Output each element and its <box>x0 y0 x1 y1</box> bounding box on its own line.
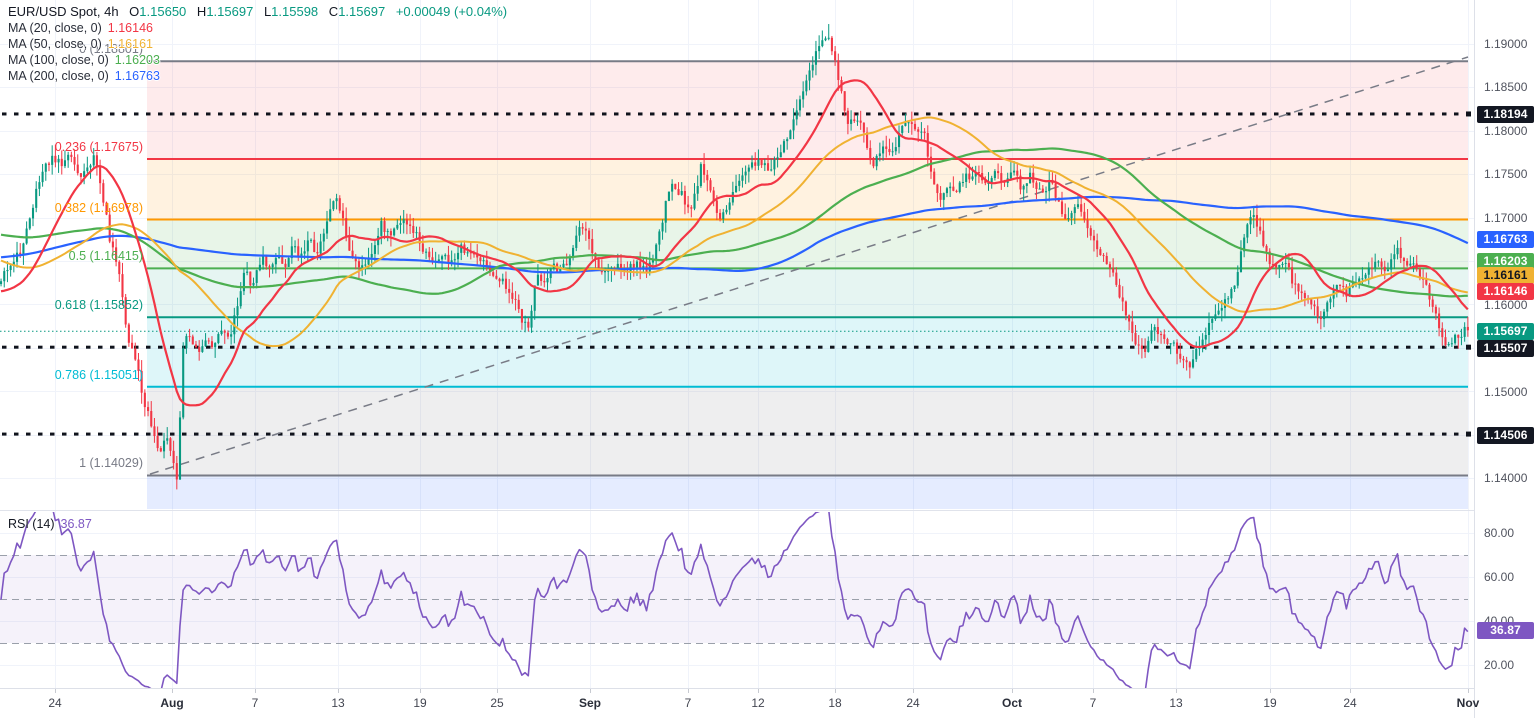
time-tick-mark <box>172 689 173 693</box>
price-badge: 1.18194 <box>1477 105 1534 123</box>
rsi-value: 36.87 <box>60 517 92 531</box>
rsi-legend-row[interactable]: RSI (14) 36.87 <box>8 517 92 531</box>
time-tick-mark <box>758 689 759 693</box>
ma200-label: MA (200, close, 0) <box>8 69 109 83</box>
symbol-title[interactable]: EUR/USD Spot, 4h <box>8 4 119 19</box>
time-tick-mark <box>1270 689 1271 693</box>
ma100-label: MA (100, close, 0) <box>8 53 109 67</box>
time-label: 25 <box>490 696 504 710</box>
axis-tick-label: 60.00 <box>1484 570 1515 584</box>
time-tick-mark <box>1176 689 1177 693</box>
axis-tick-label: 1.15000 <box>1484 385 1528 399</box>
time-tick-mark <box>420 689 421 693</box>
ma100-value: 1.16203 <box>114 53 160 67</box>
time-tick-mark <box>55 689 56 693</box>
high-value: 1.15697 <box>206 4 254 19</box>
price-axis[interactable]: 1.19000 1.18500 1.18000 1.17500 1.17000 1.160… <box>1474 0 1536 718</box>
price-badge: 1.15507 <box>1477 339 1534 357</box>
high-label: H <box>196 4 207 19</box>
time-tick-mark <box>1468 689 1469 693</box>
axis-tick-label: 20.00 <box>1484 658 1515 672</box>
price-badge: 1.14506 <box>1477 426 1534 444</box>
ma100-legend-row[interactable]: MA (100, close, 0) 1.16203 <box>8 52 507 68</box>
axis-tick-label: 1.17500 <box>1484 167 1528 181</box>
price-badge: 36.87 <box>1477 621 1534 639</box>
time-tick-mark <box>835 689 836 693</box>
price-badge: 1.15697 <box>1477 322 1534 340</box>
time-label: 7 <box>251 696 259 710</box>
change-value: +0.00049 (+0.04%) <box>395 4 508 19</box>
open-label: O <box>129 4 140 19</box>
time-label: 19 <box>413 696 427 710</box>
axis-tick-label: 1.17000 <box>1484 211 1528 225</box>
axis-tick-label: 1.14000 <box>1484 471 1528 485</box>
ma200-legend-row[interactable]: MA (200, close, 0) 1.16763 <box>8 68 507 84</box>
time-label: 19 <box>1263 696 1277 710</box>
rsi-label: RSI (14) <box>8 517 55 531</box>
close-value: 1.15697 <box>338 4 386 19</box>
time-label: Nov <box>1456 696 1480 710</box>
low-value: 1.15598 <box>271 4 319 19</box>
price-badge: 1.16763 <box>1477 230 1534 248</box>
axis-tick-label: 1.18500 <box>1484 80 1528 94</box>
low-label: L <box>263 4 272 19</box>
axis-tick-label: 1.18000 <box>1484 124 1528 138</box>
ma50-value: 1.16161 <box>107 37 153 51</box>
close-label: C <box>328 4 339 19</box>
time-tick-mark <box>1012 689 1013 693</box>
time-tick-mark <box>255 689 256 693</box>
time-label: Aug <box>160 696 184 710</box>
chart-legend: EUR/USD Spot, 4h O1.15650 H1.15697 L1.15… <box>8 4 507 84</box>
axis-tick-label: 1.16000 <box>1484 298 1528 312</box>
time-label: 13 <box>1169 696 1183 710</box>
axis-tick-label: 80.00 <box>1484 526 1515 540</box>
ma20-legend-row[interactable]: MA (20, close, 0) 1.16146 <box>8 20 507 36</box>
ma20-label: MA (20, close, 0) <box>8 21 102 35</box>
symbol-row: EUR/USD Spot, 4h O1.15650 H1.15697 L1.15… <box>8 4 507 20</box>
time-label: 13 <box>331 696 345 710</box>
time-label: 18 <box>828 696 842 710</box>
ma200-value: 1.16763 <box>114 69 160 83</box>
time-label: 24 <box>906 696 920 710</box>
ma50-legend-row[interactable]: MA (50, close, 0) 1.16161 <box>8 36 507 52</box>
time-axis[interactable]: 24 Aug 7 13 19 25 Sep 7 12 18 24 Oct 7 13 19 24 Nov <box>0 688 1479 718</box>
time-tick-mark <box>1350 689 1351 693</box>
time-label: Oct <box>1001 696 1023 710</box>
ma20-value: 1.16146 <box>107 21 153 35</box>
time-label: 12 <box>751 696 765 710</box>
ma50-label: MA (50, close, 0) <box>8 37 102 51</box>
time-tick-mark <box>338 689 339 693</box>
time-tick-mark <box>590 689 591 693</box>
open-value: 1.15650 <box>139 4 187 19</box>
axis-tick-label: 1.19000 <box>1484 37 1528 51</box>
time-label: 7 <box>1089 696 1097 710</box>
time-tick-mark <box>497 689 498 693</box>
price-badge: 1.16161 <box>1477 266 1534 284</box>
price-chart-canvas[interactable] <box>0 0 1474 688</box>
time-label: Sep <box>578 696 602 710</box>
time-label: 7 <box>684 696 692 710</box>
time-label: 24 <box>1343 696 1357 710</box>
time-label: 24 <box>48 696 62 710</box>
time-tick-mark <box>1093 689 1094 693</box>
time-tick-mark <box>688 689 689 693</box>
time-tick-mark <box>913 689 914 693</box>
price-badge: 1.16146 <box>1477 282 1534 300</box>
price-badge: 1.16203 <box>1477 252 1534 270</box>
